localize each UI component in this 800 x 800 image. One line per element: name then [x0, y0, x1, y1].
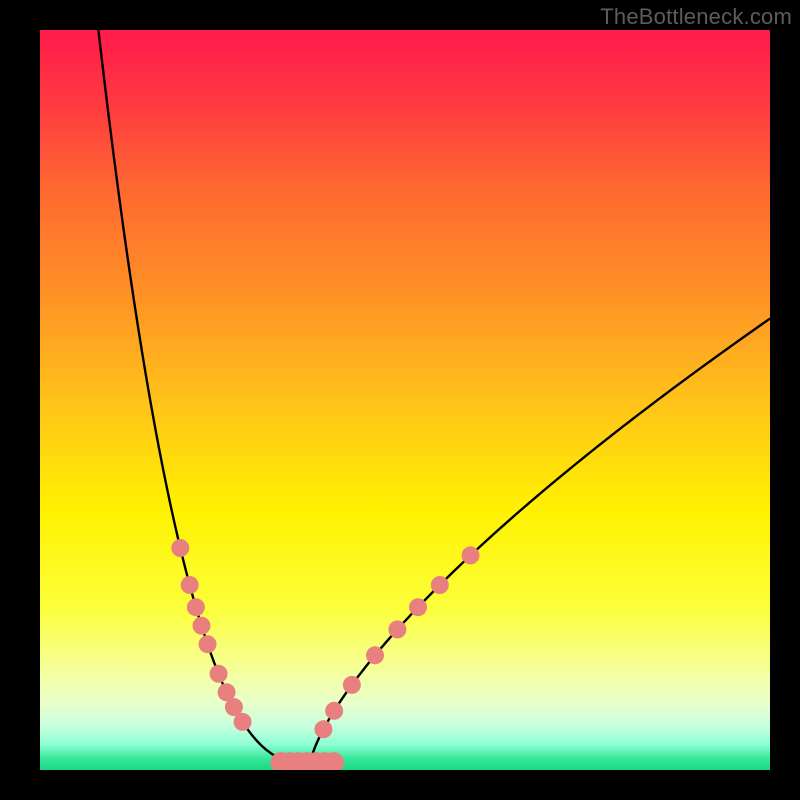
marker-dot — [199, 635, 217, 653]
marker-dot-bottom — [323, 752, 344, 773]
marker-dot — [431, 576, 449, 594]
marker-dot — [325, 702, 343, 720]
watermark-text: TheBottleneck.com — [600, 4, 792, 30]
chart-svg — [0, 0, 800, 800]
marker-dot — [314, 720, 332, 738]
marker-dot — [171, 539, 189, 557]
chart-container: TheBottleneck.com — [0, 0, 800, 800]
marker-dot — [181, 576, 199, 594]
marker-dot — [388, 620, 406, 638]
marker-dot — [366, 646, 384, 664]
marker-dot — [210, 665, 228, 683]
marker-dot — [343, 676, 361, 694]
marker-dot — [192, 617, 210, 635]
marker-dot — [187, 598, 205, 616]
marker-dot — [462, 546, 480, 564]
marker-dot — [234, 713, 252, 731]
marker-dot — [409, 598, 427, 616]
